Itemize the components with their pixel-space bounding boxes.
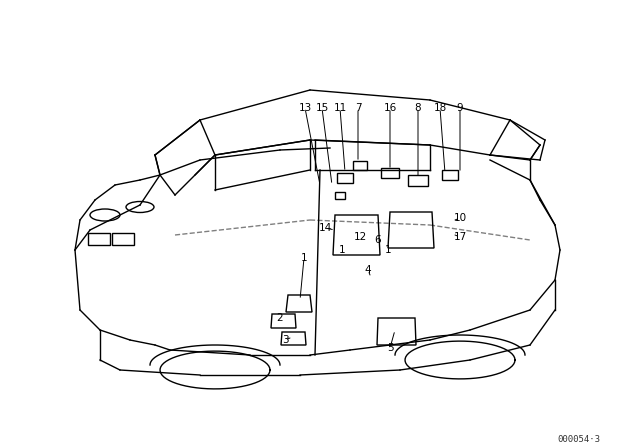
- Text: 2: 2: [276, 313, 284, 323]
- Text: 14: 14: [318, 223, 332, 233]
- Bar: [335, 191, 345, 198]
- Bar: [353, 160, 367, 169]
- Text: 1: 1: [301, 253, 307, 263]
- Bar: [337, 173, 353, 183]
- Text: 1: 1: [339, 245, 346, 255]
- Bar: [88, 233, 110, 245]
- Ellipse shape: [126, 202, 154, 212]
- Text: 8: 8: [415, 103, 421, 113]
- Text: 5: 5: [387, 343, 394, 353]
- Text: 17: 17: [453, 232, 467, 242]
- Text: 7: 7: [355, 103, 362, 113]
- Text: 13: 13: [298, 103, 312, 113]
- Text: 9: 9: [457, 103, 463, 113]
- Text: 10: 10: [453, 213, 467, 223]
- Text: 18: 18: [433, 103, 447, 113]
- Text: 11: 11: [333, 103, 347, 113]
- Text: 15: 15: [316, 103, 328, 113]
- Text: 000054·3: 000054·3: [557, 435, 600, 444]
- Text: 12: 12: [353, 232, 367, 242]
- Text: 3: 3: [282, 335, 288, 345]
- Bar: [408, 175, 428, 185]
- Text: 6: 6: [374, 235, 381, 245]
- Bar: [442, 170, 458, 180]
- Bar: [112, 233, 134, 245]
- Ellipse shape: [90, 209, 120, 221]
- Text: 1: 1: [385, 245, 391, 255]
- Bar: [381, 168, 399, 178]
- Text: 16: 16: [383, 103, 397, 113]
- Text: 4: 4: [365, 265, 371, 275]
